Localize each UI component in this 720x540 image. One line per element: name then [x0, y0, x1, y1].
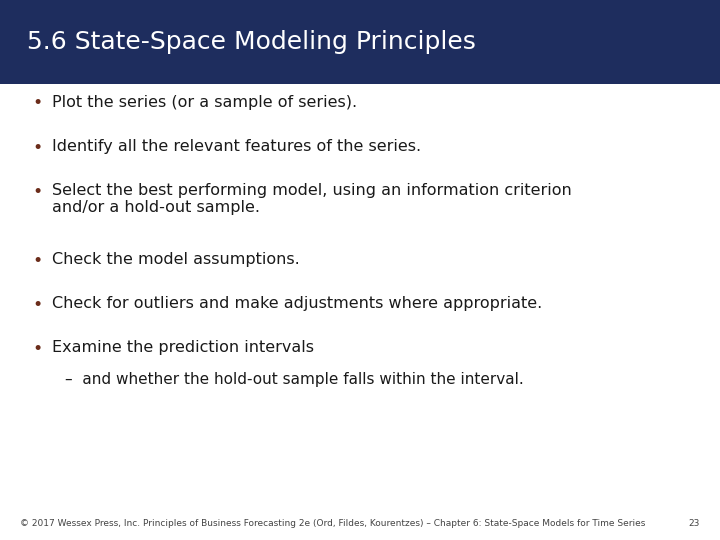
Text: Check the model assumptions.: Check the model assumptions.: [52, 252, 300, 267]
Text: Check for outliers and make adjustments where appropriate.: Check for outliers and make adjustments …: [52, 296, 542, 311]
Text: •: •: [32, 94, 42, 112]
Text: •: •: [32, 340, 42, 358]
Text: •: •: [32, 296, 42, 314]
Text: Select the best performing model, using an information criterion
and/or a hold-o: Select the best performing model, using …: [52, 183, 572, 215]
Text: •: •: [32, 139, 42, 157]
Text: –  and whether the hold-out sample falls within the interval.: – and whether the hold-out sample falls …: [65, 372, 523, 387]
Text: Examine the prediction intervals: Examine the prediction intervals: [52, 340, 314, 355]
Text: Identify all the relevant features of the series.: Identify all the relevant features of th…: [52, 139, 421, 154]
Text: •: •: [32, 252, 42, 269]
Text: © 2017 Wessex Press, Inc. Principles of Business Forecasting 2e (Ord, Fildes, Ko: © 2017 Wessex Press, Inc. Principles of …: [20, 519, 646, 528]
Text: 23: 23: [688, 519, 700, 528]
Text: Plot the series (or a sample of series).: Plot the series (or a sample of series).: [52, 94, 357, 110]
Text: •: •: [32, 183, 42, 201]
Text: 5.6 State-Space Modeling Principles: 5.6 State-Space Modeling Principles: [27, 30, 476, 54]
